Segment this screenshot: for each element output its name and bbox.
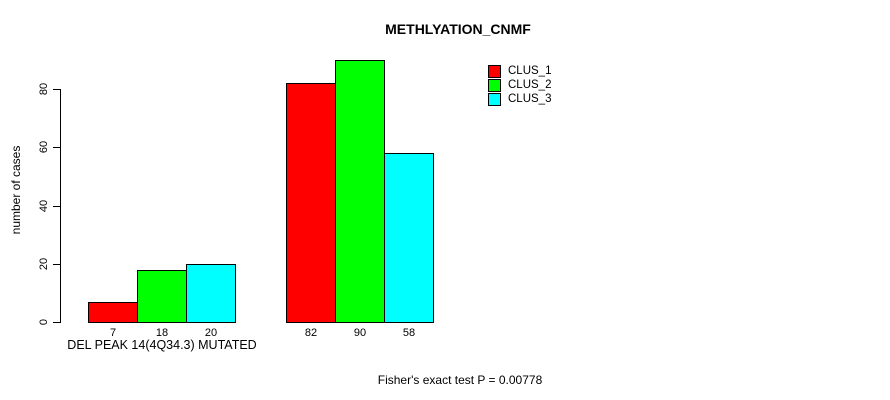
legend-swatch-icon — [488, 78, 501, 92]
bar-clus_3 — [384, 153, 434, 323]
legend-label: CLUS_1 — [508, 65, 552, 77]
bar-clus_1 — [286, 83, 336, 323]
y-axis-tick — [53, 205, 60, 207]
legend-label: CLUS_2 — [508, 79, 552, 91]
annotation-text: Fisher's exact test P = 0.00778 — [377, 373, 543, 387]
bar-value-label: 90 — [353, 327, 367, 339]
legend: CLUS_1 CLUS_2 CLUS_3 — [488, 64, 551, 106]
bar-clus_2 — [137, 269, 187, 323]
legend-item-clus_2: CLUS_2 — [488, 78, 551, 92]
legend-swatch-icon — [488, 92, 501, 106]
legend-swatch-icon — [488, 64, 501, 78]
bar-value-label: 18 — [155, 327, 169, 339]
legend-label: CLUS_3 — [508, 93, 552, 105]
y-axis-tick-label: 80 — [38, 82, 50, 96]
y-axis-line — [60, 89, 61, 323]
chart-title: METHLYATION_CNMF — [385, 21, 531, 37]
bar-clus_3 — [186, 263, 236, 323]
bar-value-label: 20 — [204, 327, 218, 339]
y-axis-tick-label: 40 — [38, 199, 50, 212]
y-axis-tick-label: 20 — [38, 257, 50, 270]
bar-value-label: 7 — [109, 327, 117, 339]
y-axis-title: number of cases — [9, 145, 23, 235]
legend-item-clus_1: CLUS_1 — [488, 64, 551, 78]
y-axis-tick-label: 60 — [38, 141, 50, 154]
bar-value-label: 82 — [304, 327, 318, 339]
group-label: DEL PEAK 14(4Q34.3) MUTATED — [67, 338, 257, 352]
y-axis-tick — [53, 89, 60, 90]
y-axis-tick-label: 0 — [38, 318, 50, 326]
bar-clus_2 — [335, 59, 385, 323]
y-axis-tick — [53, 322, 60, 323]
y-axis-tick — [53, 147, 60, 149]
legend-item-clus_3: CLUS_3 — [488, 92, 551, 106]
bar-clus_1 — [88, 301, 138, 323]
bar-value-label: 58 — [402, 327, 416, 339]
y-axis-tick — [53, 263, 60, 265]
